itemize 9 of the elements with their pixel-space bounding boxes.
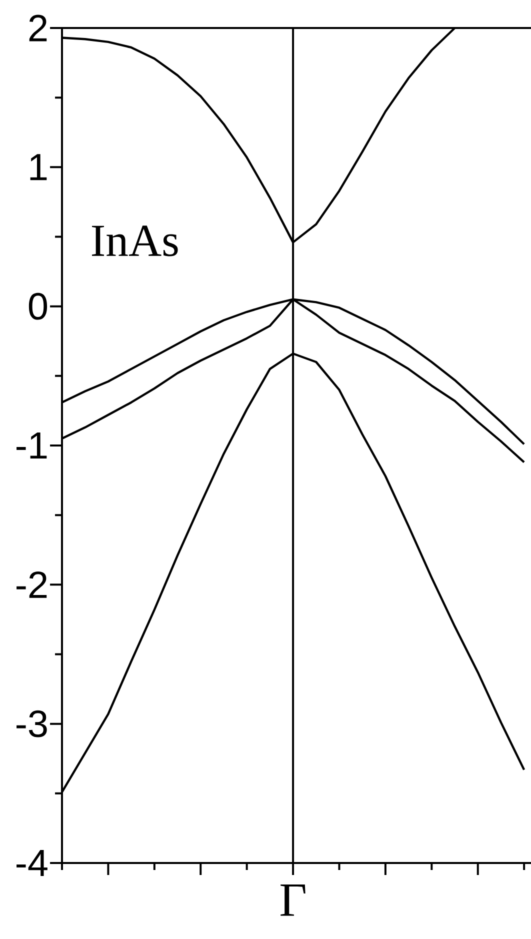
y-tick-label: 1 xyxy=(30,154,47,180)
y-tick-label: -2 xyxy=(16,571,47,598)
annotation: InAs xyxy=(92,226,178,256)
y-tick-label: 0 xyxy=(28,292,48,320)
y-tick-label: -3 xyxy=(16,710,47,738)
x-tick-label: Γ xyxy=(280,884,306,916)
y-tick-label: -4 xyxy=(16,850,48,876)
y-tick-label: -1 xyxy=(16,432,47,459)
y-tick-label: 2 xyxy=(29,14,47,42)
